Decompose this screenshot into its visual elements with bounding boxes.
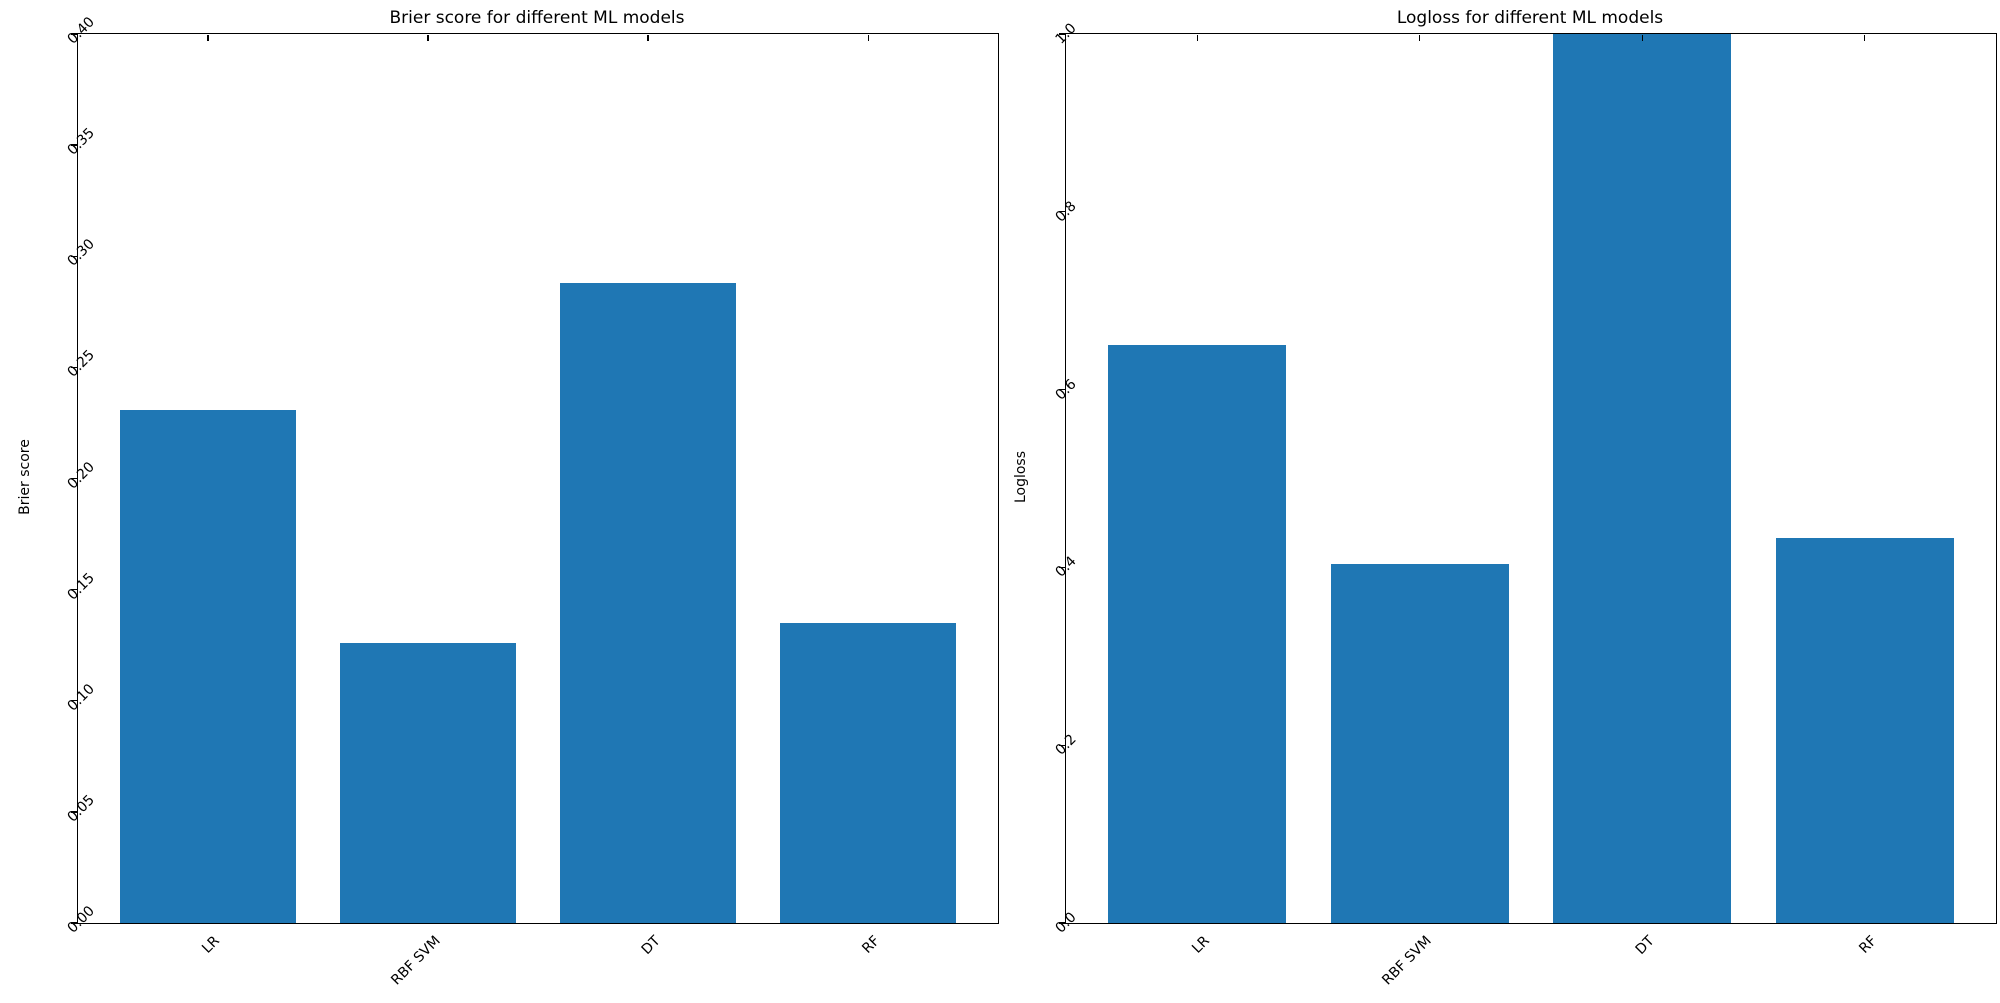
x-tick-mark <box>427 35 429 42</box>
x-tick-mark <box>867 35 869 42</box>
bar-rbf-svm <box>1330 563 1509 923</box>
bar-dt <box>560 282 737 923</box>
y-tick-label: 0.15 <box>64 569 98 604</box>
logloss-y-axis-label: Logloss <box>1013 450 1029 504</box>
x-tick-label: RBF SVM <box>1379 933 1436 989</box>
bar-dt <box>1553 34 1732 923</box>
y-tick-label: 0.4 <box>1052 553 1080 581</box>
y-tick-label: 0.8 <box>1052 198 1080 226</box>
y-tick-mark <box>1059 388 1065 391</box>
y-tick-label: 0.2 <box>1052 731 1080 759</box>
x-tick-label: DT <box>1632 933 1658 958</box>
y-tick-mark <box>71 811 77 813</box>
bar-rf <box>780 622 957 923</box>
logloss-chart-title: Logloss for different ML models <box>1396 8 1664 28</box>
y-tick-label: 0.00 <box>64 903 98 937</box>
logloss-plot-area: LR RBF SVM DT RF 0.0 0.2 0.4 0.6 0.8 1.0 <box>1053 20 1997 988</box>
x-tick-mark <box>647 35 649 42</box>
x-tick-label: RF <box>859 933 884 957</box>
x-tick-mark <box>1196 35 1198 42</box>
x-tick-label: LR <box>1188 933 1213 957</box>
y-tick-label: 0.30 <box>64 236 98 270</box>
y-tick-label: 0.05 <box>64 791 98 826</box>
x-tick-mark <box>1641 35 1643 42</box>
y-tick-mark <box>1059 33 1065 35</box>
y-tick-label: 0.25 <box>64 347 98 381</box>
x-tick-label: LR <box>199 933 224 957</box>
y-tick-mark <box>71 477 77 480</box>
y-tick-mark <box>71 366 77 369</box>
y-tick-label: 1.0 <box>1052 20 1080 48</box>
y-tick-mark <box>71 700 77 702</box>
brier-plot-area: LR RBF SVM DT RF 0.00 0.05 0.10 0.15 0.20 0.25 0.3… <box>65 14 999 988</box>
y-tick-mark <box>71 922 77 924</box>
y-tick-mark <box>71 33 77 35</box>
y-tick-label: 0.6 <box>1052 375 1080 404</box>
y-tick-label: 0.40 <box>64 14 98 48</box>
bar-lr <box>1108 345 1287 923</box>
x-tick-mark <box>207 35 209 42</box>
y-tick-label: 0.0 <box>1052 909 1080 937</box>
y-tick-mark <box>71 255 77 257</box>
y-tick-label: 0.20 <box>64 458 98 492</box>
brier-chart-title: Brier score for different ML models <box>389 8 685 28</box>
y-tick-mark <box>1059 211 1065 213</box>
x-tick-label: RF <box>1856 933 1881 957</box>
y-tick-mark <box>1059 922 1065 924</box>
x-tick-label: DT <box>638 933 664 958</box>
bar-rf <box>1775 538 1954 923</box>
bar-lr <box>119 409 296 923</box>
y-tick-mark <box>1059 744 1065 746</box>
y-tick-label: 0.10 <box>64 680 98 715</box>
y-tick-label: 0.35 <box>64 125 98 159</box>
bar-rbf-svm <box>339 642 516 923</box>
y-tick-mark <box>71 588 77 591</box>
x-tick-label: RBF SVM <box>387 933 444 989</box>
x-tick-mark <box>1419 35 1421 42</box>
y-tick-mark <box>1059 566 1065 569</box>
y-tick-mark <box>71 144 77 146</box>
brier-y-axis-label: Brier score <box>17 439 33 515</box>
x-tick-mark <box>1864 35 1866 42</box>
